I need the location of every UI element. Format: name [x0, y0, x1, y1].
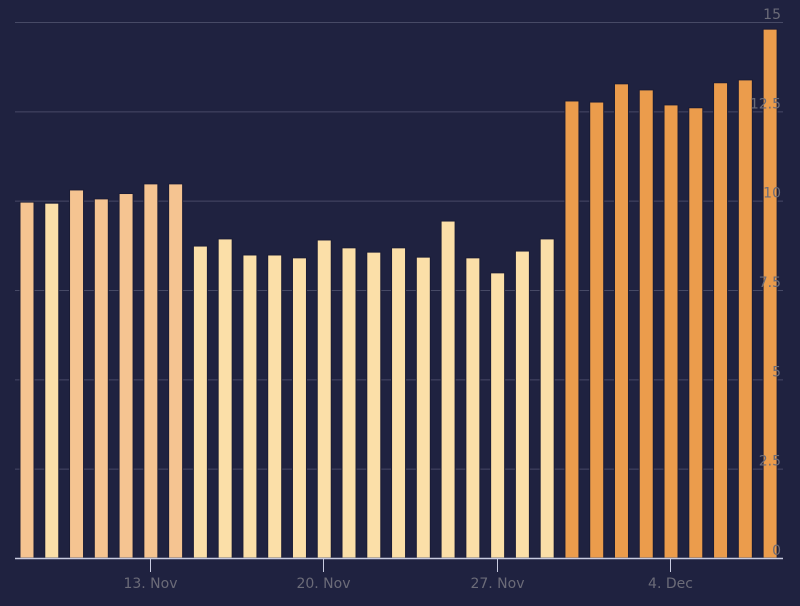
bar-26-nov[interactable]	[465, 257, 481, 559]
x-tick-label: 20. Nov	[296, 576, 350, 592]
bar-18-nov[interactable]	[267, 254, 283, 559]
bar-13-nov[interactable]	[143, 183, 159, 559]
bar-30-nov[interactable]	[564, 100, 580, 559]
y-tick-label: 5	[772, 364, 781, 380]
bar-6-dec[interactable]	[713, 82, 729, 559]
y-axis-ticks: 0 2.5 5 7.5 10 12.5 15	[750, 7, 781, 559]
bar-8-nov[interactable]	[19, 201, 35, 559]
bar-24-nov[interactable]	[415, 256, 431, 559]
bar-21-nov[interactable]	[341, 247, 357, 559]
bar-22-nov[interactable]	[366, 251, 382, 559]
bar-14-nov[interactable]	[168, 183, 184, 559]
bar-9-nov[interactable]	[44, 202, 60, 559]
x-tick-label: 13. Nov	[123, 576, 177, 592]
bar-19-nov[interactable]	[291, 257, 307, 559]
bar-23-nov[interactable]	[391, 247, 407, 559]
bar-10-nov[interactable]	[69, 189, 85, 559]
x-tick-label: 4. Dec	[648, 576, 693, 592]
bar-27-nov[interactable]	[490, 272, 506, 559]
bar-7-dec[interactable]	[737, 79, 753, 559]
y-tick-label: 12.5	[750, 96, 781, 112]
y-tick-label: 15	[763, 7, 781, 23]
bar-3-dec[interactable]	[638, 89, 654, 559]
x-tick-label: 27. Nov	[470, 576, 524, 592]
x-axis-ticks: 13. Nov 20. Nov 27. Nov 4. Dec	[123, 559, 693, 592]
bar-12-nov[interactable]	[118, 193, 134, 559]
bar-16-nov[interactable]	[217, 238, 233, 559]
bar-29-nov[interactable]	[539, 238, 555, 559]
bar-17-nov[interactable]	[242, 254, 258, 559]
y-tick-label: 10	[763, 186, 781, 202]
y-tick-label: 7.5	[759, 275, 781, 291]
bar-15-nov[interactable]	[192, 245, 208, 559]
bar-2-dec[interactable]	[613, 83, 629, 559]
bar-4-dec[interactable]	[663, 104, 679, 559]
bar-11-nov[interactable]	[93, 198, 109, 559]
y-tick-label: 0	[772, 543, 781, 559]
bar-1-dec[interactable]	[589, 101, 605, 559]
bar-5-dec[interactable]	[688, 107, 704, 559]
bar-25-nov[interactable]	[440, 220, 456, 559]
bar-20-nov[interactable]	[316, 239, 332, 559]
bar-28-nov[interactable]	[514, 250, 530, 559]
bars	[19, 28, 778, 559]
y-tick-label: 2.5	[759, 454, 781, 470]
